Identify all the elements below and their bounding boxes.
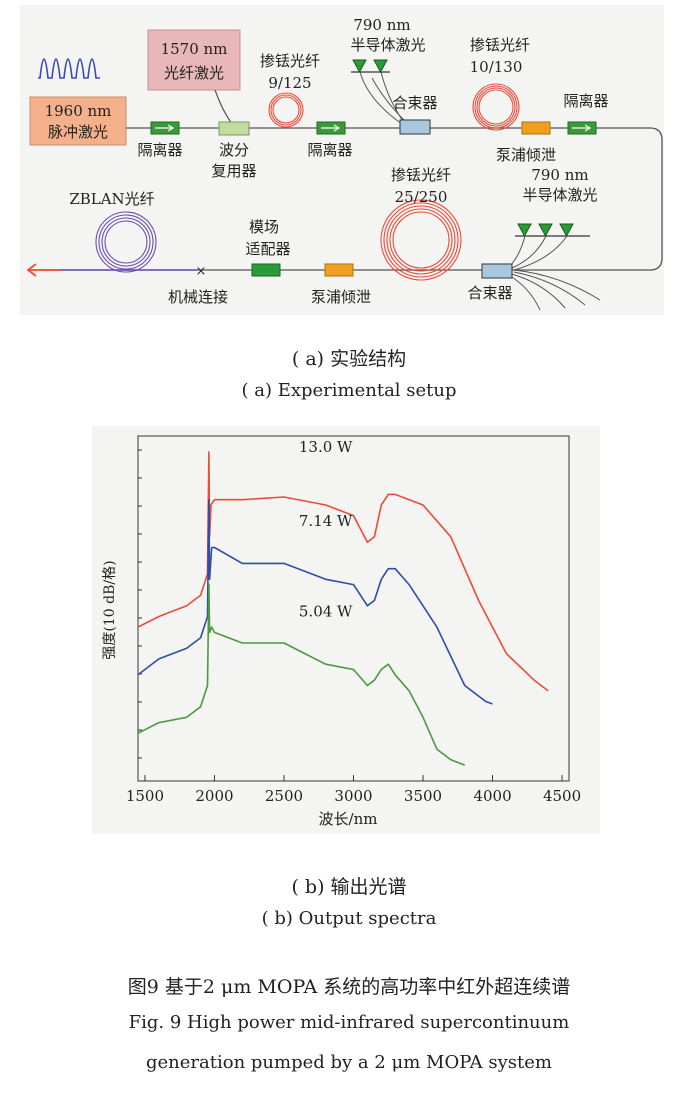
x-tick-label: 2500 bbox=[265, 787, 303, 805]
series-label-1: 13.0 W bbox=[299, 438, 353, 456]
combiner-bottom bbox=[481, 263, 513, 279]
tdf-9-125-coil bbox=[268, 92, 304, 128]
y-axis-label: 强度(10 dB/格) bbox=[102, 560, 118, 659]
series-label-2: 7.14 W bbox=[299, 512, 353, 530]
mode-adapter-label-1: 模场 bbox=[249, 218, 279, 236]
x-tick-label: 4000 bbox=[473, 787, 511, 805]
combiner-top bbox=[399, 119, 431, 135]
tdf-10-130-label-1: 掺铥光纤 bbox=[470, 36, 530, 54]
tdf-9-125-label-2: 9/125 bbox=[268, 74, 311, 92]
x-tick-label: 3500 bbox=[404, 787, 442, 805]
mode-adapter bbox=[251, 263, 281, 277]
diode-bottom-icons bbox=[509, 223, 601, 311]
pump-dump-bottom bbox=[324, 263, 354, 277]
figure-caption-en-1: Fig. 9 High power mid-infrared supercont… bbox=[128, 1012, 570, 1033]
signal-laser-label-2: 光纤激光 bbox=[164, 64, 224, 82]
diode-bottom-label-2: 半导体激光 bbox=[522, 186, 597, 204]
isolator-3-arrow-icon bbox=[572, 124, 592, 132]
caption-b-cn: ( b) 输出光谱 bbox=[291, 876, 407, 898]
wdm-label-2: 复用器 bbox=[211, 162, 256, 180]
seed-laser-box bbox=[29, 96, 127, 146]
mode-adapter-label-2: 适配器 bbox=[245, 240, 290, 258]
zblan-label: ZBLAN光纤 bbox=[69, 190, 154, 208]
diode-top-label-1: 790 nm bbox=[353, 16, 410, 34]
series-line-1 bbox=[137, 451, 549, 692]
isolator-3-label: 隔离器 bbox=[563, 92, 608, 110]
wdm-box bbox=[218, 121, 250, 136]
setup-diagram: 1960 nm 脉冲激光 1570 nm 光纤激光 隔离器 波分 复用器 掺铥光… bbox=[20, 5, 664, 315]
tdf-10-130-label-2: 10/130 bbox=[470, 58, 523, 76]
isolator-2-label: 隔离器 bbox=[307, 141, 352, 159]
combiner-top-label: 合束器 bbox=[392, 94, 437, 112]
tdf-9-125-label-1: 掺铥光纤 bbox=[260, 52, 320, 70]
splice-marker: × bbox=[196, 264, 207, 279]
tdf-10-130-coil bbox=[472, 83, 520, 131]
isolator-2-arrow-icon bbox=[321, 124, 341, 132]
isolator-1-label: 隔离器 bbox=[137, 141, 182, 159]
tdf-25-250-coil bbox=[380, 199, 462, 281]
splice-label: 机械连接 bbox=[168, 288, 228, 306]
figure-caption-en-2: generation pumped by a 2 μm MOPA system bbox=[146, 1052, 552, 1073]
signal-laser-label-1: 1570 nm bbox=[161, 40, 228, 58]
x-tick-label: 4500 bbox=[543, 787, 581, 805]
combiner-bottom-label: 合束器 bbox=[467, 284, 512, 302]
x-tick-label: 3000 bbox=[334, 787, 372, 805]
spectra-chart: 1500 2000 2500 3000 3500 4000 4500 13.0 W 7.14 … bbox=[92, 426, 600, 834]
x-axis-label: 波长/nm bbox=[319, 810, 378, 828]
diode-bottom-label-1: 790 nm bbox=[531, 166, 588, 184]
diode-top-label-2: 半导体激光 bbox=[350, 36, 425, 54]
pump-dump-bottom-label: 泵浦倾泄 bbox=[311, 288, 371, 306]
x-tick-label: 2000 bbox=[195, 787, 233, 805]
isolator-1-arrow-icon bbox=[155, 124, 175, 132]
zblan-coil bbox=[95, 211, 157, 273]
seed-laser-label-1: 1960 nm bbox=[45, 102, 112, 120]
series-line-2 bbox=[137, 498, 493, 705]
caption-b-en: ( b) Output spectra bbox=[261, 908, 437, 929]
tdf-25-250-label-1: 掺铥光纤 bbox=[391, 166, 451, 184]
seed-laser-label-2: 脉冲激光 bbox=[48, 123, 108, 141]
pulse-train-icon bbox=[38, 58, 100, 79]
pump-dump-top bbox=[521, 121, 551, 135]
caption-a-cn: ( a) 实验结构 bbox=[291, 348, 407, 370]
output-arrow-icon bbox=[26, 263, 62, 277]
figure-caption-cn: 图9 基于2 μm MOPA 系统的高功率中红外超连续谱 bbox=[127, 976, 571, 998]
series-label-3: 5.04 W bbox=[299, 602, 353, 620]
series-line-3 bbox=[137, 583, 465, 766]
main-fiber-path bbox=[40, 127, 663, 271]
caption-a-en: ( a) Experimental setup bbox=[241, 380, 457, 401]
tdf-25-250-label-2: 25/250 bbox=[395, 188, 448, 206]
signal-laser-box bbox=[147, 29, 241, 91]
pump-dump-top-label: 泵浦倾泄 bbox=[496, 146, 556, 164]
chart-background bbox=[92, 426, 600, 834]
x-tick-label: 1500 bbox=[126, 787, 164, 805]
wdm-label-1: 波分 bbox=[219, 141, 249, 159]
